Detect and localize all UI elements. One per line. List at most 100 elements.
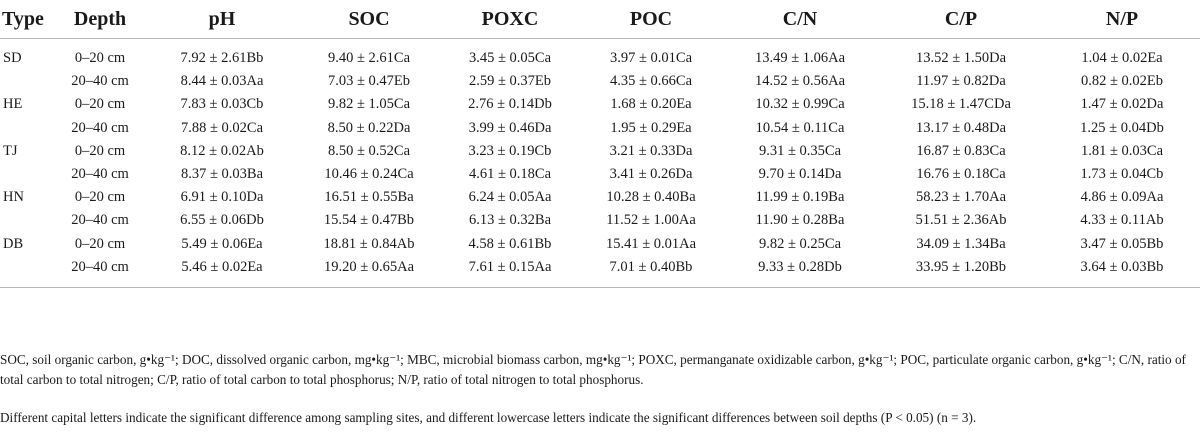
table-cell: 10.54 ± 0.11Ca	[755, 119, 845, 136]
table-cell: 0–20 cm	[74, 189, 126, 206]
table-cell	[0, 209, 54, 232]
table-cell: 8.37 ± 0.03Ba	[180, 166, 264, 183]
table-row: HN 0–20 cm 6.91 ± 0.10Da 16.51 ± 0.55Ba 6.24…	[0, 186, 1200, 209]
table-cell: 9.82 ± 0.25Ca	[758, 235, 842, 252]
table-cell: 1.68 ± 0.20Ea	[610, 96, 692, 113]
column-header-depth: Depth	[54, 0, 146, 39]
table-cell: 6.91 ± 0.10Da	[180, 189, 264, 206]
table-cell: 2.59 ± 0.37Eb	[468, 73, 552, 90]
table-cell: 11.90 ± 0.28Ba	[755, 212, 845, 229]
table-cell: 13.17 ± 0.48Da	[915, 119, 1007, 136]
table-cell: 0–20 cm	[74, 96, 126, 113]
table-cell: 15.54 ± 0.47Bb	[323, 212, 415, 229]
table-cell: 9.70 ± 0.14Da	[758, 166, 842, 183]
column-header-poxc: POXC	[440, 0, 580, 39]
column-header-poc: POC	[580, 0, 722, 39]
table-cell: 16.51 ± 0.55Ba	[324, 189, 414, 206]
table-cell: 3.97 ± 0.01Ca	[609, 50, 693, 67]
table-cell	[0, 163, 54, 186]
table-cell: 0–20 cm	[74, 235, 126, 252]
table-row: DB 0–20 cm 5.49 ± 0.06Ea 18.81 ± 0.84Ab 4.58…	[0, 233, 1200, 256]
column-header-ph: pH	[146, 0, 298, 39]
table-cell: 8.50 ± 0.52Ca	[327, 142, 411, 159]
table-cell: 58.23 ± 1.70Aa	[915, 189, 1007, 206]
table-cell: 4.58 ± 0.61Bb	[468, 235, 552, 252]
table-cell: 3.21 ± 0.33Da	[609, 142, 693, 159]
table-cell: 4.35 ± 0.66Ca	[609, 73, 693, 90]
table-cell: 13.49 ± 1.06Aa	[754, 50, 846, 67]
table-cell: 33.95 ± 1.20Bb	[878, 255, 1044, 288]
abbreviations-note: SOC, soil organic carbon, g•kg⁻¹; DOC, d…	[0, 352, 1186, 387]
table-cell: 19.20 ± 0.65Aa	[298, 255, 440, 288]
table-cell: 9.82 ± 1.05Ca	[327, 96, 411, 113]
table-cell: 6.55 ± 0.06Db	[180, 212, 264, 229]
table-cell: 6.13 ± 0.32Ba	[468, 212, 552, 229]
table-cell: 20–40 cm	[54, 255, 146, 288]
table-cell: 1.47 ± 0.02Da	[1080, 96, 1164, 113]
table-cell	[0, 70, 54, 93]
table-cell: 6.24 ± 0.05Aa	[468, 189, 552, 206]
table-cell: 34.09 ± 1.34Ba	[916, 235, 1006, 252]
table-cell: 9.40 ± 2.61Ca	[327, 50, 411, 67]
table-footnotes: SOC, soil organic carbon, g•kg⁻¹; DOC, d…	[0, 350, 1196, 428]
table-cell: 0–20 cm	[74, 50, 126, 67]
table-cell	[0, 117, 54, 140]
soil-properties-table: Type Depth pH SOC POXC POC C/N C/P N/P S…	[0, 0, 1200, 288]
table-row: 20–40 cm 5.46 ± 0.02Ea 19.20 ± 0.65Aa 7.61 …	[0, 255, 1200, 288]
table-cell: 51.51 ± 2.36Ab	[915, 212, 1007, 229]
table-cell: 16.87 ± 0.83Ca	[916, 142, 1006, 159]
table-cell: 8.50 ± 0.22Da	[327, 119, 411, 136]
table-cell: 2.76 ± 0.14Db	[468, 96, 552, 113]
table-cell: 0–20 cm	[74, 142, 126, 159]
table-cell: 20–40 cm	[71, 212, 129, 229]
table-row: TJ 0–20 cm 8.12 ± 0.02Ab 8.50 ± 0.52Ca 3.23 …	[0, 140, 1200, 163]
table-row: 20–40 cm 8.37 ± 0.03Ba 10.46 ± 0.24Ca 4.61 …	[0, 163, 1200, 186]
table-cell: 9.33 ± 0.28Db	[722, 255, 878, 288]
table-cell: 3.47 ± 0.05Bb	[1080, 235, 1164, 252]
table-cell: 5.49 ± 0.06Ea	[181, 235, 263, 252]
table-cell: 4.33 ± 0.11Ab	[1080, 212, 1164, 229]
table-cell: 15.18 ± 1.47CDa	[911, 96, 1011, 113]
table-cell: SD	[3, 50, 22, 67]
table-cell: TJ	[3, 142, 18, 159]
table-cell: 15.41 ± 0.01Aa	[605, 235, 697, 252]
table-cell: 7.61 ± 0.15Aa	[440, 255, 580, 288]
table-cell: 7.03 ± 0.47Eb	[327, 73, 411, 90]
table-cell: 3.45 ± 0.05Ca	[468, 50, 552, 67]
table-cell: 7.88 ± 0.02Ca	[180, 119, 264, 136]
table-cell: 1.04 ± 0.02Ea	[1081, 50, 1163, 67]
table-cell: 3.64 ± 0.03Bb	[1044, 255, 1200, 288]
table-cell: DB	[3, 235, 24, 252]
table-cell: 3.41 ± 0.26Da	[609, 166, 693, 183]
table-cell: 20–40 cm	[71, 166, 129, 183]
table-cell: 4.61 ± 0.18Ca	[468, 166, 552, 183]
table-cell: 16.76 ± 0.18Ca	[916, 166, 1006, 183]
table-cell: 3.99 ± 0.46Da	[468, 119, 552, 136]
column-header-cn: C/N	[722, 0, 878, 39]
table-cell: 7.92 ± 2.61Bb	[180, 50, 264, 67]
table-row: SD 0–20 cm 7.92 ± 2.61Bb 9.40 ± 2.61Ca 3.45 …	[0, 39, 1200, 71]
table-cell: 7.01 ± 0.40Bb	[580, 255, 722, 288]
table-body: SD 0–20 cm 7.92 ± 2.61Bb 9.40 ± 2.61Ca 3.45 …	[0, 39, 1200, 288]
table-cell: 3.23 ± 0.19Cb	[468, 142, 552, 159]
table-cell: 20–40 cm	[71, 119, 129, 136]
table-cell: 14.52 ± 0.56Aa	[754, 73, 846, 90]
table-cell: 1.95 ± 0.29Ea	[610, 119, 692, 136]
table-cell: 5.46 ± 0.02Ea	[146, 255, 298, 288]
table-cell: 9.31 ± 0.35Ca	[758, 142, 842, 159]
table-cell: 20–40 cm	[71, 73, 129, 90]
table-row: HE 0–20 cm 7.83 ± 0.03Cb 9.82 ± 1.05Ca 2.76 …	[0, 93, 1200, 116]
table-cell: 1.25 ± 0.04Db	[1080, 119, 1164, 136]
column-header-np: N/P	[1044, 0, 1200, 39]
table-row: 20–40 cm 6.55 ± 0.06Db 15.54 ± 0.47Bb 6.13 …	[0, 209, 1200, 232]
table-cell: 1.81 ± 0.03Ca	[1080, 142, 1164, 159]
table-cell: 7.83 ± 0.03Cb	[180, 96, 264, 113]
header-row: Type Depth pH SOC POXC POC C/N C/P N/P	[0, 0, 1200, 39]
table-cell: 10.32 ± 0.99Ca	[755, 96, 845, 113]
significance-note: Different capital letters indicate the s…	[0, 410, 977, 425]
table-cell: 11.97 ± 0.82Da	[916, 73, 1006, 90]
table-cell: 11.99 ± 0.19Ba	[755, 189, 845, 206]
table-cell	[0, 255, 54, 288]
table-row: 20–40 cm 8.44 ± 0.03Aa 7.03 ± 0.47Eb 2.59 ±…	[0, 70, 1200, 93]
table-cell: 11.52 ± 1.00Aa	[606, 212, 696, 229]
